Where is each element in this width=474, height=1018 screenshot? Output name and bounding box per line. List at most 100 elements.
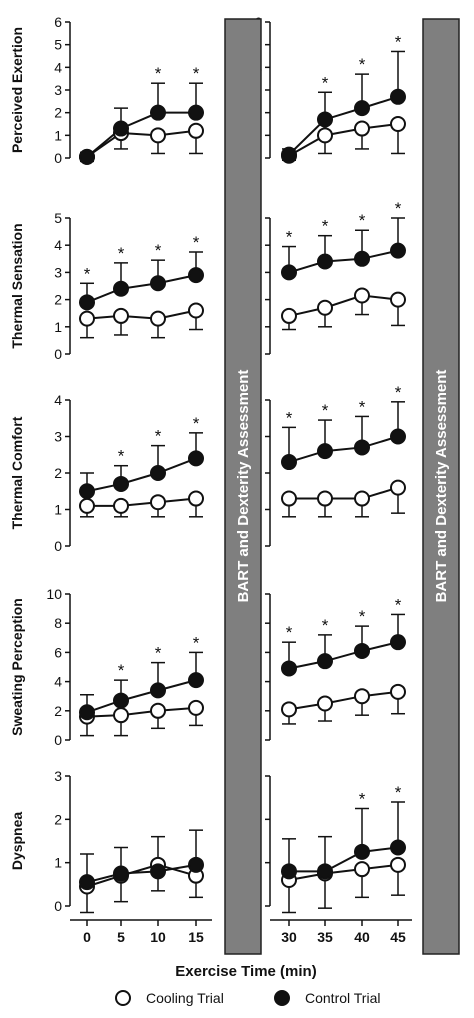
cooling-line-segment-2 <box>288 690 399 711</box>
cooling-line-segment-1 <box>86 706 197 718</box>
bart-bar-1 <box>224 18 262 955</box>
y-tick-label: 2 <box>54 465 62 481</box>
control-point <box>150 465 166 481</box>
cooling-point <box>354 861 370 878</box>
significance-star: * <box>155 64 162 83</box>
control-point <box>390 88 406 105</box>
panels-layer: Perceived Exertion01234560123456*****The… <box>9 14 412 945</box>
significance-star: * <box>395 32 402 51</box>
cooling-point <box>79 497 95 514</box>
y-tick-label: 2 <box>54 703 62 719</box>
cooling-line-segment-1 <box>86 129 197 158</box>
cooling-point <box>150 494 166 511</box>
y-tick-label: 4 <box>54 59 62 75</box>
significance-star: * <box>322 217 329 236</box>
y-tick-label: 1 <box>54 127 62 143</box>
panel-5: Dyspnea0123012305101530354045** <box>9 768 412 945</box>
y-tick-label: 5 <box>54 210 62 226</box>
control-point <box>354 100 370 117</box>
y-tick-label: 0 <box>54 346 62 362</box>
control-point <box>354 439 370 456</box>
y-tick-label: 1 <box>54 855 62 871</box>
cooling-point <box>113 707 129 724</box>
y-tick-label: 4 <box>54 237 62 253</box>
y-tick-label: 2 <box>54 811 62 827</box>
control-point <box>188 104 204 121</box>
cooling-line-segment-1 <box>86 309 197 320</box>
cooling-point <box>317 299 333 316</box>
control-point <box>354 642 370 659</box>
cooling-line-segment-2 <box>288 863 399 881</box>
control-point <box>113 692 129 709</box>
control-line-segment-2 <box>288 641 399 670</box>
control-line-segment-2 <box>289 846 399 873</box>
significance-star: * <box>286 228 293 247</box>
legend-cooling-label: Cooling Trial <box>146 990 224 1006</box>
bart-label-1: BART and Dexterity Assessment <box>235 370 252 603</box>
y-tick-label: 4 <box>54 674 62 690</box>
significance-star: * <box>84 264 91 283</box>
y-tick-label: 6 <box>54 14 62 30</box>
control-point <box>390 242 406 259</box>
control-point <box>188 267 204 284</box>
y-tick-label: 5 <box>54 37 62 53</box>
control-point <box>317 863 333 880</box>
cooling-line-segment-2 <box>288 294 399 317</box>
significance-star: * <box>359 607 366 626</box>
y-tick-label: 3 <box>54 82 62 98</box>
y-tick-label: 0 <box>54 898 62 914</box>
cooling-point <box>390 291 406 308</box>
cooling-point <box>354 490 370 507</box>
control-point <box>354 250 370 267</box>
significance-star: * <box>118 661 125 680</box>
panel-2: Thermal Sensation012345012345******** <box>9 199 406 362</box>
cooling-point <box>150 702 166 719</box>
control-line-segment-2 <box>288 249 399 274</box>
x-tick-label: 5 <box>117 929 125 945</box>
control-point <box>317 653 333 670</box>
control-point <box>79 704 95 721</box>
y-tick-label: 4 <box>54 392 62 408</box>
control-point <box>79 874 95 891</box>
panel-4: Sweating Perception02468100246810******* <box>9 586 406 748</box>
cooling-point <box>390 856 406 873</box>
cooling-point <box>113 307 129 324</box>
cooling-line-segment-1 <box>86 863 197 888</box>
legend-cooling-marker <box>115 990 131 1006</box>
cooling-line-segment-1 <box>87 497 197 507</box>
y-axis-title: Thermal Sensation <box>9 223 25 348</box>
control-line-segment-1 <box>86 863 197 884</box>
y-tick-label: 1 <box>54 502 62 518</box>
x-tick-label: 35 <box>317 929 333 945</box>
cooling-point <box>354 120 370 137</box>
legend-control-marker <box>274 990 290 1006</box>
bart-bar-2 <box>422 18 460 955</box>
cooling-point <box>354 287 370 304</box>
control-point <box>390 839 406 856</box>
cooling-point <box>188 122 204 139</box>
control-line-segment-1 <box>86 111 196 158</box>
control-point <box>113 120 129 137</box>
bart-label-2: BART and Dexterity Assessment <box>433 370 450 603</box>
y-axis-title: Perceived Exertion <box>9 27 25 153</box>
cooling-point <box>317 490 333 507</box>
y-axis-title: Dyspnea <box>9 812 25 871</box>
significance-star: * <box>322 73 329 92</box>
significance-star: * <box>155 241 162 260</box>
control-point <box>150 275 166 292</box>
cooling-line-segment-2 <box>289 486 399 500</box>
cooling-point <box>390 116 406 132</box>
cooling-line-segment-2 <box>288 123 399 157</box>
control-line-segment-1 <box>86 457 197 493</box>
significance-star: * <box>286 623 293 642</box>
control-point <box>113 280 129 297</box>
control-point <box>188 450 204 467</box>
control-point <box>79 294 95 311</box>
y-tick-label: 8 <box>54 615 62 631</box>
legend-control-label: Control Trial <box>305 990 380 1006</box>
cooling-point <box>188 302 204 319</box>
cooling-point <box>79 310 95 327</box>
control-point <box>188 856 204 873</box>
significance-star: * <box>193 233 200 252</box>
